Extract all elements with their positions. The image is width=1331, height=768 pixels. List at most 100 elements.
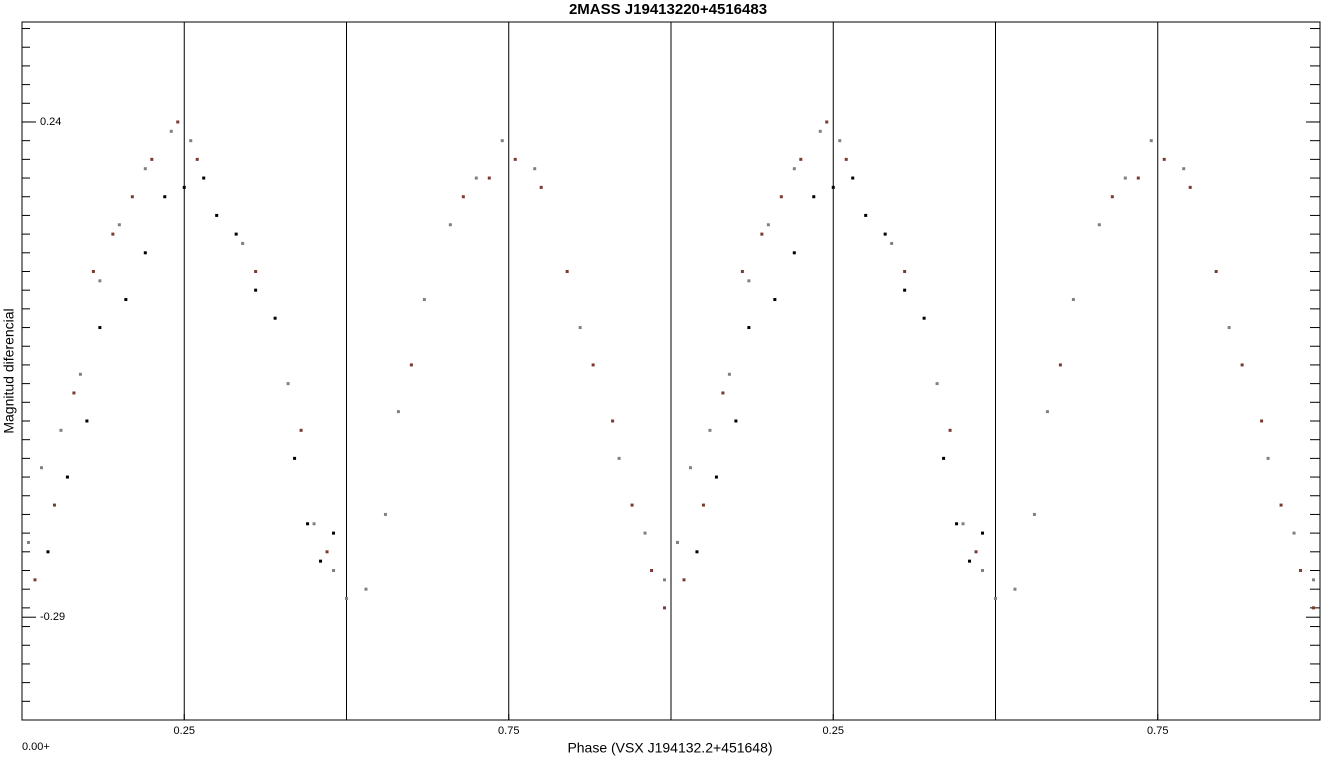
data-point [1058,363,1062,367]
data-point [72,391,76,395]
data-point [26,540,30,544]
data-point [1149,139,1153,143]
data-point [1312,606,1316,610]
data-point [306,522,310,526]
data-point [150,157,154,161]
data-point [182,185,186,189]
x-tick-label: 0.00+ [22,741,50,753]
data-point [1266,456,1270,460]
data-point [792,251,796,255]
data-point [117,223,121,227]
data-point [254,288,258,292]
data-point [396,410,400,414]
data-point [727,372,731,376]
data-point [1136,176,1140,180]
data-point [1240,363,1244,367]
data-point [617,456,621,460]
data-point [293,456,297,460]
data-point [332,531,336,535]
data-point [78,372,82,376]
data-point [955,522,959,526]
data-point [513,157,517,161]
data-point [903,269,907,273]
data-point [968,559,972,563]
data-point [1188,185,1192,189]
y-tick-label: 0.24 [40,116,61,128]
data-point [195,157,199,161]
data-point [1279,503,1283,507]
data-point [844,157,848,161]
data-point [241,241,245,245]
data-point [163,195,167,199]
data-point [59,428,63,432]
data-point [124,298,128,302]
data-point [533,167,537,171]
data-point [46,550,50,554]
data-point [1032,512,1036,516]
data-point [215,213,219,217]
data-point [33,578,37,582]
data-point [461,195,465,199]
data-point [65,475,69,479]
data-point [234,232,238,236]
data-point [663,578,667,582]
data-point [578,326,582,330]
data-point [747,279,751,283]
data-point [591,363,595,367]
data-point [254,269,258,273]
data-point [111,232,115,236]
data-point [325,550,329,554]
data-point [630,503,634,507]
data-point [91,269,95,273]
x-tick-label: 0.75 [498,725,519,737]
data-point [85,419,89,423]
data-point [981,568,985,572]
data-point [851,176,855,180]
data-point [39,466,43,470]
data-point [565,269,569,273]
data-point [740,269,744,273]
data-point [448,223,452,227]
data-point [383,512,387,516]
data-point [766,223,770,227]
data-point [1110,195,1114,199]
x-tick-label: 0.25 [823,725,844,737]
data-point [1299,568,1303,572]
data-point [935,382,939,386]
data-point [319,559,323,563]
y-tick-label: -0.29 [40,611,65,623]
data-point [922,316,926,320]
data-point [1123,176,1127,180]
data-point [721,391,725,395]
data-point [799,157,803,161]
data-point [422,298,426,302]
data-point [663,606,667,610]
data-point [539,185,543,189]
data-point [364,587,368,591]
data-point [747,326,751,330]
data-point [1071,298,1075,302]
data-point [409,363,413,367]
data-point [643,531,647,535]
data-point [1013,587,1017,591]
data-point [1162,157,1166,161]
data-point [130,195,134,199]
data-point [779,195,783,199]
data-point [981,531,985,535]
data-point [942,456,946,460]
data-point [1182,167,1186,171]
data-point [1312,578,1316,582]
data-point [903,288,907,292]
x-tick-label: 0.75 [1147,725,1168,737]
data-point [961,522,965,526]
data-point [701,503,705,507]
data-point [1227,326,1231,330]
data-point [831,185,835,189]
data-point [818,129,822,133]
data-point [52,503,56,507]
data-point [286,382,290,386]
data-point [1292,531,1296,535]
data-point [948,428,952,432]
data-point [332,568,336,572]
chart-title: 2MASS J19413220+4516483 [569,1,767,18]
